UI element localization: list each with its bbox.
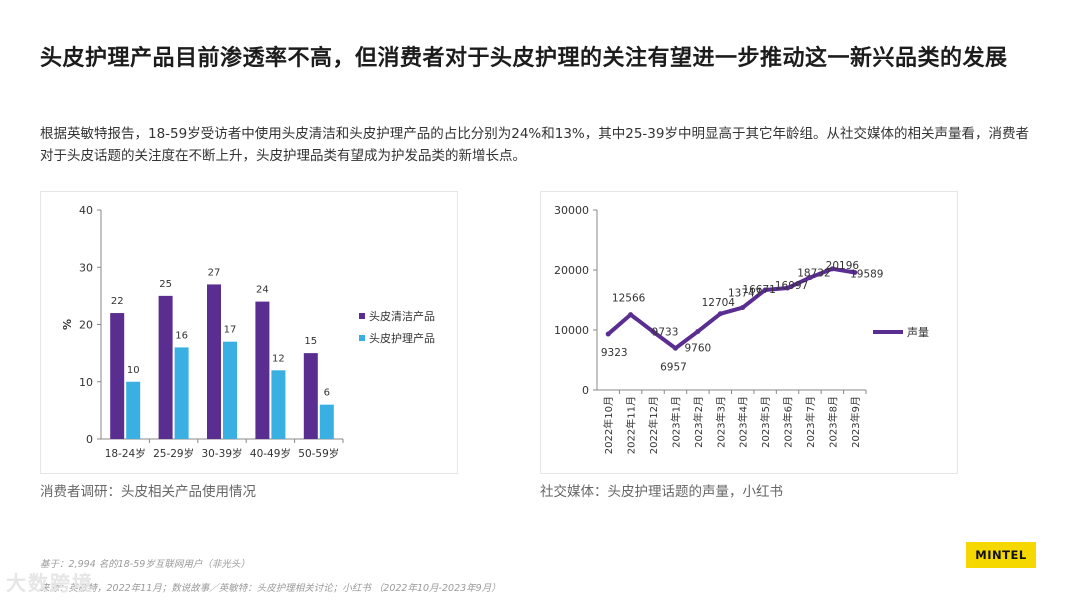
bar-data-label: 15 — [304, 336, 317, 347]
data-point — [829, 266, 835, 272]
line-data-label: 12704 — [702, 297, 736, 309]
x-tick-label: 2023年8月 — [826, 396, 839, 448]
watermark: 大数跨境 — [6, 571, 94, 595]
x-tick-label: 18-24岁 — [105, 447, 146, 460]
data-point — [672, 345, 678, 351]
y-tick-label: 30000 — [554, 204, 589, 217]
bar-头皮清洁产品 — [255, 301, 270, 439]
bar-data-label: 16 — [175, 330, 188, 341]
legend-label: 声量 — [907, 325, 929, 339]
line-data-label: 18732 — [797, 268, 830, 280]
x-tick-label: 2022年12月 — [647, 396, 660, 454]
x-tick-label: 25-29岁 — [153, 447, 194, 460]
x-tick-label: 2023年4月 — [737, 396, 750, 448]
x-tick-label: 2022年10月 — [602, 396, 615, 454]
bar-data-label: 6 — [324, 388, 330, 399]
bar-头皮护理产品 — [319, 404, 334, 439]
x-tick-label: 2023年2月 — [692, 396, 705, 448]
line-data-label: 12566 — [612, 293, 646, 305]
x-tick-label: 50-59岁 — [298, 447, 339, 460]
line-data-label: 9760 — [685, 342, 712, 354]
x-tick-label: 2023年9月 — [849, 396, 862, 448]
y-tick-label: 30 — [79, 261, 93, 274]
line-data-label: 9733 — [652, 327, 679, 339]
y-tick-label: 0 — [86, 433, 93, 446]
bar-data-label: 12 — [272, 353, 285, 364]
bar-头皮护理产品 — [223, 341, 237, 439]
data-point — [740, 305, 746, 311]
bar-头皮清洁产品 — [207, 284, 221, 439]
legend-label: 头皮护理产品 — [369, 331, 435, 345]
bar-头皮护理产品 — [271, 370, 286, 439]
x-tick-label: 40-49岁 — [250, 447, 291, 460]
bar-data-label: 17 — [224, 325, 237, 336]
y-tick-label: 40 — [79, 204, 93, 217]
y-tick-label: 20000 — [554, 264, 589, 277]
line-data-label: 20196 — [826, 260, 860, 272]
page-title: 头皮护理产品目前渗透率不高，但消费者对于头皮护理的关注有望进一步推动这一新兴品类… — [40, 46, 1008, 71]
x-tick-label: 2022年11月 — [625, 396, 638, 454]
page-description: 根据英敏特报告，18-59岁受访者中使用头皮清洁和头皮护理产品的占比分别为24%… — [40, 126, 1029, 164]
line-data-label: 13747 — [728, 288, 761, 300]
x-tick-label: 2023年1月 — [669, 396, 682, 448]
data-point — [717, 311, 723, 317]
line-chart-panel: 0 10000 20000 30000 9323 12566 9733 6957 9760 127… — [540, 191, 958, 474]
line-data-label: 16671 — [742, 284, 775, 296]
y-tick-label: 0 — [582, 384, 589, 397]
bar-头皮护理产品 — [174, 347, 189, 439]
line-data-label: 9323 — [601, 347, 628, 359]
line-data-label: 6957 — [660, 361, 687, 373]
y-tick-label: 20 — [79, 319, 93, 332]
data-point — [695, 328, 701, 334]
bar-data-label: 24 — [256, 285, 269, 296]
data-point — [605, 331, 611, 337]
bar-头皮清洁产品 — [303, 353, 318, 439]
bar-头皮清洁产品 — [110, 313, 125, 439]
y-tick-label: 10 — [79, 376, 93, 389]
legend-label: 头皮清洁产品 — [369, 309, 435, 323]
data-point — [852, 269, 858, 275]
x-tick-label: 2023年6月 — [782, 396, 795, 448]
bar-chart: 0 10 20 30 40% 22 10 18-24岁 25 16 25-29岁 27 17 30-39岁… — [61, 204, 435, 460]
footnote-source: 来源：英敏特，2022年11月；数说故事／英敏特：头皮护理相关讨论；小红书 （2… — [40, 583, 501, 594]
data-point — [628, 312, 634, 318]
bar-data-label: 27 — [208, 267, 221, 278]
y-tick-label: 10000 — [554, 324, 589, 337]
bar-头皮清洁产品 — [158, 295, 173, 439]
legend-swatch — [359, 313, 365, 319]
mintel-logo: MINTEL — [966, 542, 1036, 568]
data-point — [650, 329, 656, 335]
line-series-声量 — [606, 266, 856, 351]
line-chart: 0 10000 20000 30000 9323 12566 9733 6957 9760 127… — [554, 204, 929, 454]
bar-头皮护理产品 — [126, 381, 141, 439]
y-axis-label: % — [61, 319, 74, 330]
x-tick-label: 30-39岁 — [201, 447, 242, 460]
bar-chart-caption: 消费者调研：头皮相关产品使用情况 — [40, 484, 256, 500]
x-tick-label: 2023年5月 — [759, 396, 772, 448]
bar-data-label: 10 — [127, 365, 140, 376]
data-point — [807, 275, 813, 281]
line-data-label: 16997 — [775, 280, 808, 292]
line-data-label: 19589 — [850, 268, 883, 280]
legend-swatch — [359, 335, 365, 341]
bar-chart-panel: 0 10 20 30 40% 22 10 18-24岁 25 16 25-29岁 27 17 30-39岁… — [40, 191, 458, 474]
x-tick-label: 2023年3月 — [714, 396, 727, 448]
x-tick-label: 2023年7月 — [804, 396, 817, 448]
line-chart-caption: 社交媒体：头皮护理话题的声量，小红书 — [540, 484, 783, 500]
footnote-base: 基于：2,994 名的18-59岁互联网用户（非光头） — [40, 559, 250, 570]
data-point — [762, 287, 768, 293]
bar-data-label: 22 — [111, 296, 124, 307]
bar-data-label: 25 — [159, 279, 172, 290]
data-point — [785, 285, 791, 291]
